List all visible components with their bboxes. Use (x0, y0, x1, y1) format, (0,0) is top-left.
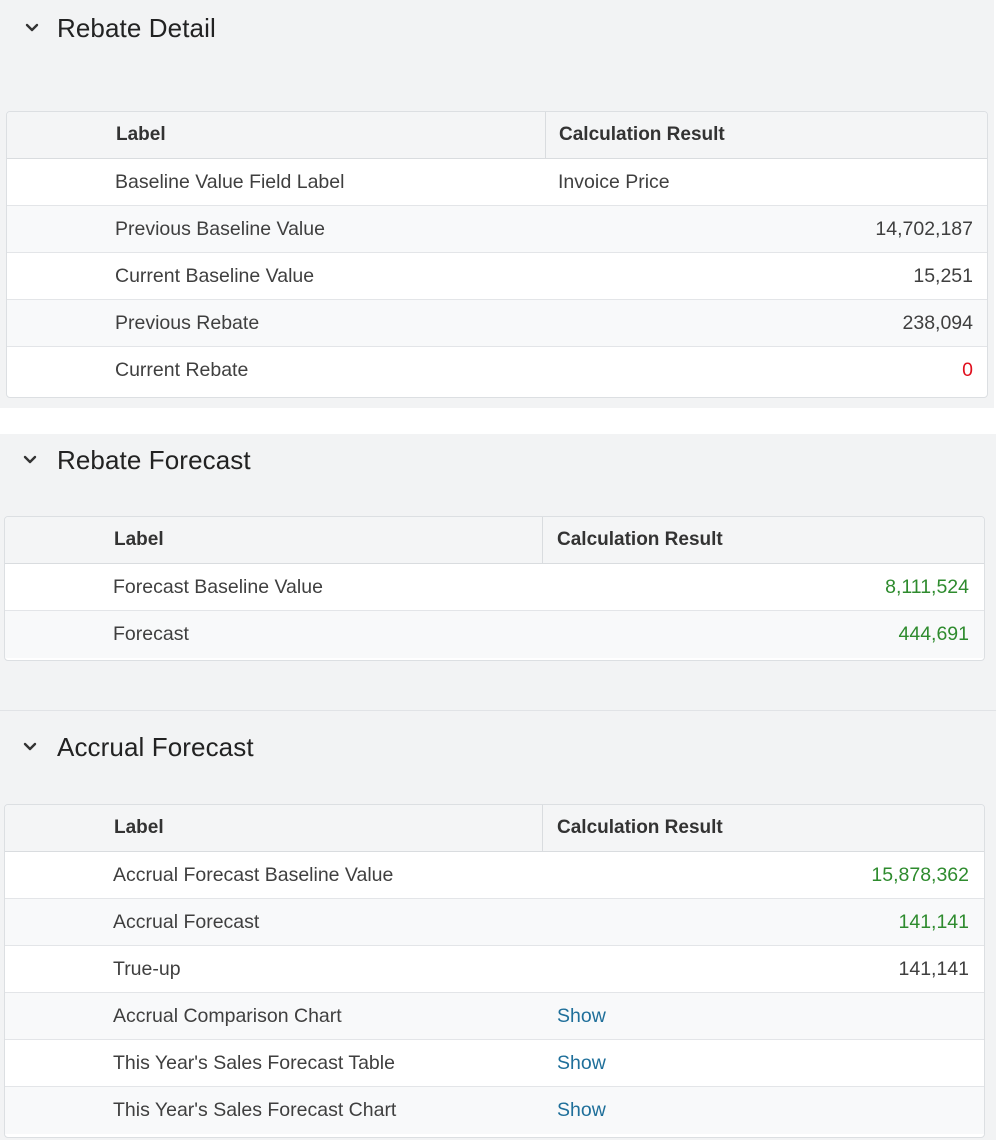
row-label: This Year's Sales Forecast Table (113, 1051, 395, 1074)
row-label: Current Baseline Value (115, 264, 315, 287)
row-label: This Year's Sales Forecast Chart (113, 1099, 397, 1121)
table-row: Accrual Comparison Chart Show (5, 993, 984, 1040)
grid-header-row: Label Calculation Result (5, 805, 984, 852)
section-title: Rebate Detail (57, 12, 216, 43)
grid-header-row: Label Calculation Result (5, 517, 984, 564)
row-label: Previous Baseline Value (115, 217, 325, 240)
row-value-positive: 15,878,362 (871, 863, 969, 886)
column-header-result[interactable]: Calculation Result (557, 529, 723, 550)
accrual-forecast-header[interactable]: Accrual Forecast (0, 729, 996, 765)
show-accrual-comparison-chart-link[interactable]: Show (557, 1004, 606, 1027)
row-value-negative: 0 (962, 359, 973, 381)
row-label: Accrual Forecast (113, 910, 260, 933)
forecast-sections: Rebate Forecast Label Calculation Result… (0, 434, 996, 1140)
accrual-forecast-grid: Label Calculation Result Accrual Forecas… (4, 804, 985, 1138)
column-header-label[interactable]: Label (114, 529, 164, 550)
section-divider (0, 710, 996, 711)
table-row: Accrual Forecast Baseline Value 15,878,3… (5, 852, 984, 899)
row-label: Baseline Value Field Label (115, 170, 345, 193)
row-value: 15,251 (913, 264, 973, 287)
column-header-label[interactable]: Label (114, 817, 164, 838)
table-row: Forecast Baseline Value 8,111,524 (5, 564, 984, 611)
row-label: Accrual Comparison Chart (113, 1004, 342, 1027)
row-label: Accrual Forecast Baseline Value (113, 863, 394, 886)
table-row: Previous Rebate 238,094 (7, 300, 987, 347)
row-label: Current Rebate (115, 359, 249, 381)
table-row: Previous Baseline Value 14,702,187 (7, 206, 987, 253)
table-row: Current Rebate 0 (7, 347, 987, 394)
grid-header-row: Label Calculation Result (7, 112, 987, 159)
section-title: Accrual Forecast (57, 731, 254, 762)
table-row: Baseline Value Field Label Invoice Price (7, 159, 987, 206)
rebate-detail-section: Rebate Detail Label Calculation Result B… (0, 0, 994, 408)
rebate-forecast-header[interactable]: Rebate Forecast (0, 442, 996, 478)
show-sales-forecast-chart-link[interactable]: Show (557, 1099, 606, 1121)
rebate-detail-grid: Label Calculation Result Baseline Value … (6, 111, 988, 398)
row-value: Invoice Price (558, 170, 670, 193)
row-label: True-up (113, 957, 181, 980)
row-value-positive: 141,141 (898, 910, 970, 933)
table-row: This Year's Sales Forecast Chart Show (5, 1087, 984, 1134)
table-row: This Year's Sales Forecast Table Show (5, 1040, 984, 1087)
row-value-positive: 444,691 (898, 623, 970, 645)
row-value: 14,702,187 (875, 217, 973, 240)
chevron-down-icon[interactable] (19, 736, 41, 758)
row-label: Previous Rebate (115, 311, 260, 334)
column-header-label[interactable]: Label (116, 124, 166, 145)
rebate-forecast-grid: Label Calculation Result Forecast Baseli… (4, 516, 985, 661)
section-title: Rebate Forecast (57, 444, 251, 475)
row-label: Forecast Baseline Value (113, 575, 323, 598)
row-value: 141,141 (898, 957, 970, 980)
chevron-down-icon[interactable] (19, 449, 41, 471)
rebate-detail-header[interactable]: Rebate Detail (0, 10, 994, 46)
chevron-down-icon[interactable] (21, 17, 43, 39)
row-label: Forecast (113, 623, 189, 645)
row-value-positive: 8,111,524 (885, 575, 969, 598)
column-header-result[interactable]: Calculation Result (557, 817, 723, 838)
table-row: True-up 141,141 (5, 946, 984, 993)
table-row: Accrual Forecast 141,141 (5, 899, 984, 946)
row-value: 238,094 (902, 311, 974, 334)
show-sales-forecast-table-link[interactable]: Show (557, 1051, 606, 1074)
table-row: Forecast 444,691 (5, 611, 984, 658)
column-header-result[interactable]: Calculation Result (559, 124, 725, 145)
table-row: Current Baseline Value 15,251 (7, 253, 987, 300)
